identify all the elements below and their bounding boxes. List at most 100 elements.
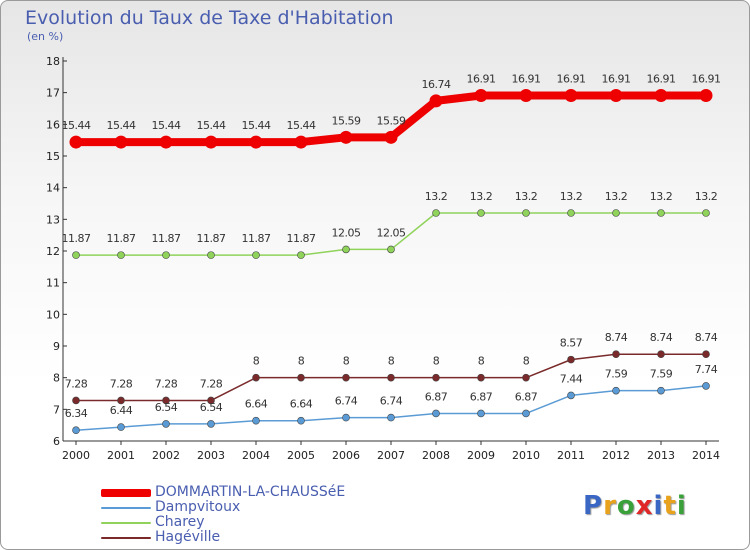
data-point bbox=[342, 413, 350, 422]
data-point bbox=[702, 209, 710, 217]
legend-label: Dampvitoux bbox=[155, 499, 241, 515]
data-point bbox=[432, 209, 440, 217]
data-point bbox=[477, 409, 485, 418]
data-point bbox=[387, 413, 395, 422]
data-label: 7.59 bbox=[650, 368, 673, 381]
x-tick-label: 2003 bbox=[197, 449, 225, 462]
logo-letter: i bbox=[676, 491, 687, 521]
data-point bbox=[117, 423, 125, 431]
data-label: 6.64 bbox=[245, 398, 268, 411]
data-label: 6.74 bbox=[380, 395, 403, 408]
data-label: 15.59 bbox=[332, 114, 361, 127]
data-label: 11.87 bbox=[242, 232, 271, 245]
legend-item: Charey bbox=[101, 515, 345, 530]
data-label: 7.74 bbox=[695, 363, 718, 376]
y-tick-label: 12 bbox=[46, 245, 60, 258]
data-label: 11.87 bbox=[152, 232, 181, 245]
data-label: 8 bbox=[433, 355, 440, 368]
x-tick-label: 2006 bbox=[332, 449, 360, 462]
data-label: 6.74 bbox=[335, 395, 358, 408]
data-point bbox=[294, 135, 308, 149]
x-tick-label: 2008 bbox=[422, 449, 450, 462]
data-point bbox=[297, 373, 305, 382]
legend-label: Hagéville bbox=[155, 529, 221, 545]
data-label: 16.91 bbox=[602, 73, 631, 86]
data-label: 13.2 bbox=[470, 190, 493, 203]
data-point bbox=[609, 89, 623, 103]
data-label: 7.28 bbox=[65, 377, 88, 390]
data-label: 6.87 bbox=[425, 390, 448, 403]
data-label: 6.87 bbox=[515, 390, 538, 403]
logo-letter: i bbox=[653, 491, 664, 521]
data-point bbox=[612, 386, 620, 395]
data-label: 7.28 bbox=[200, 377, 223, 390]
data-point bbox=[204, 135, 218, 149]
y-tick-label: 7 bbox=[53, 403, 60, 416]
data-label: 6.34 bbox=[65, 407, 88, 420]
y-tick-label: 18 bbox=[46, 55, 60, 68]
data-label: 13.2 bbox=[650, 190, 673, 203]
data-point bbox=[702, 382, 710, 390]
x-tick-label: 2014 bbox=[692, 449, 720, 462]
x-tick-label: 2001 bbox=[107, 449, 135, 462]
data-point bbox=[657, 386, 665, 395]
data-point bbox=[114, 135, 128, 149]
data-label: 8 bbox=[253, 355, 260, 368]
data-label: 13.2 bbox=[560, 190, 583, 203]
y-tick-label: 13 bbox=[46, 213, 60, 226]
legend-item: Dampvitoux bbox=[101, 500, 345, 515]
x-tick-label: 2004 bbox=[242, 449, 270, 462]
x-tick-label: 2002 bbox=[152, 449, 180, 462]
y-tick-label: 11 bbox=[46, 277, 60, 290]
data-label: 8 bbox=[298, 355, 305, 368]
data-point bbox=[384, 130, 398, 144]
data-label: 6.54 bbox=[155, 401, 178, 414]
data-label: 15.44 bbox=[242, 119, 271, 132]
y-tick-label: 16 bbox=[46, 118, 60, 131]
data-point bbox=[162, 251, 170, 259]
data-label: 7.44 bbox=[560, 372, 583, 385]
data-label: 16.91 bbox=[557, 73, 586, 86]
logo-letter: r bbox=[603, 491, 617, 521]
legend-item: Hagéville bbox=[101, 530, 345, 545]
legend: DOMMARTIN-LA-CHAUSSéE Dampvitoux Charey Hag… bbox=[101, 485, 345, 545]
data-point bbox=[339, 130, 353, 144]
data-point bbox=[342, 245, 350, 254]
x-tick-label: 2013 bbox=[647, 449, 675, 462]
data-point bbox=[429, 94, 443, 108]
data-label: 15.44 bbox=[62, 119, 91, 132]
data-point bbox=[252, 416, 260, 425]
data-point bbox=[612, 209, 620, 217]
data-point bbox=[522, 409, 530, 418]
data-label: 11.87 bbox=[287, 232, 316, 245]
legend-swatch bbox=[101, 536, 151, 539]
y-tick-label: 6 bbox=[53, 435, 60, 448]
data-point bbox=[654, 89, 668, 103]
y-tick-label: 10 bbox=[46, 308, 60, 321]
data-label: 15.44 bbox=[287, 119, 316, 132]
x-tick-label: 2005 bbox=[287, 449, 315, 462]
data-point bbox=[297, 416, 305, 425]
data-point bbox=[477, 373, 485, 382]
y-tick-label: 9 bbox=[53, 340, 60, 353]
data-label: 7.59 bbox=[605, 368, 628, 381]
data-label: 8 bbox=[343, 355, 350, 368]
data-point bbox=[207, 251, 215, 259]
chart-title: Evolution du Taux de Taxe d'Habitation bbox=[25, 7, 394, 29]
data-labels-layer: 7.28 7.28 7.28 7.28 8 8 8 8 8 8 8 8.57 8.74 8.74 8.74 6… bbox=[62, 73, 722, 421]
data-label: 16.91 bbox=[467, 73, 496, 86]
legend-swatch bbox=[101, 488, 151, 497]
data-label: 16.91 bbox=[647, 73, 676, 86]
data-point bbox=[159, 135, 173, 149]
data-point bbox=[69, 135, 83, 149]
x-tick-label: 2007 bbox=[377, 449, 405, 462]
data-point bbox=[657, 350, 665, 359]
data-point bbox=[699, 89, 713, 103]
data-point bbox=[387, 373, 395, 382]
data-point bbox=[612, 350, 620, 359]
data-label: 15.44 bbox=[197, 119, 226, 132]
legend-swatch bbox=[101, 521, 151, 524]
data-label: 7.28 bbox=[155, 377, 178, 390]
